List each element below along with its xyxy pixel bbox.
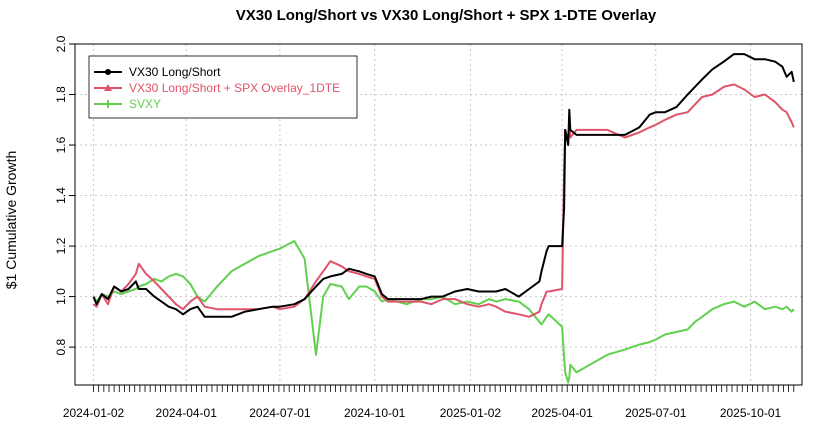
legend: VX30 Long/Short VX30 Long/Short + SPX Ove… xyxy=(88,55,358,119)
x-tick-label: 2024-01-02 xyxy=(63,406,125,420)
x-tick-label: 2024-07-01 xyxy=(249,406,311,420)
y-tick-label: 1.0 xyxy=(54,288,68,305)
x-tick-label: 2025-01-02 xyxy=(440,406,502,420)
legend-plus-marker xyxy=(104,100,112,108)
x-tick-label: 2025-07-01 xyxy=(625,406,687,420)
legend-triangle-marker xyxy=(104,84,112,91)
y-tick-label: 1.8 xyxy=(54,86,68,103)
x-tick-label: 2024-04-01 xyxy=(156,406,218,420)
x-tick-label: 2025-10-01 xyxy=(720,406,782,420)
series-line-1 xyxy=(92,53,795,318)
legend-label: SVXY xyxy=(129,97,161,111)
x-minor-ticks xyxy=(93,385,795,392)
legend-label: VX30 Long/Short xyxy=(129,65,221,79)
chart-title: VX30 Long/Short vs VX30 Long/Short + SPX… xyxy=(236,7,657,24)
y-axis: 0.8 1.0 1.2 1.4 1.6 1.8 2.0 xyxy=(54,35,76,355)
y-tick-label: 1.6 xyxy=(54,136,68,153)
x-axis: 2024-01-02 2024-04-01 2024-07-01 2024-10-01… xyxy=(63,384,795,420)
legend-label: VX30 Long/Short + SPX Overlay_1DTE xyxy=(129,81,340,95)
y-tick-label: 2.0 xyxy=(54,35,68,52)
y-axis-label: $1 Cumulative Growth xyxy=(3,151,19,290)
series-layer xyxy=(92,53,795,384)
x-tick-label: 2025-04-01 xyxy=(531,406,593,420)
legend-box xyxy=(88,55,358,119)
legend-circle-marker xyxy=(105,69,111,75)
y-tick-label: 0.8 xyxy=(54,338,68,355)
y-tick-label: 1.2 xyxy=(54,237,68,254)
x-tick-label: 2024-10-01 xyxy=(344,406,406,420)
series-line-3 xyxy=(92,240,795,384)
series-line-2 xyxy=(92,83,795,318)
y-tick-label: 1.4 xyxy=(54,187,68,204)
